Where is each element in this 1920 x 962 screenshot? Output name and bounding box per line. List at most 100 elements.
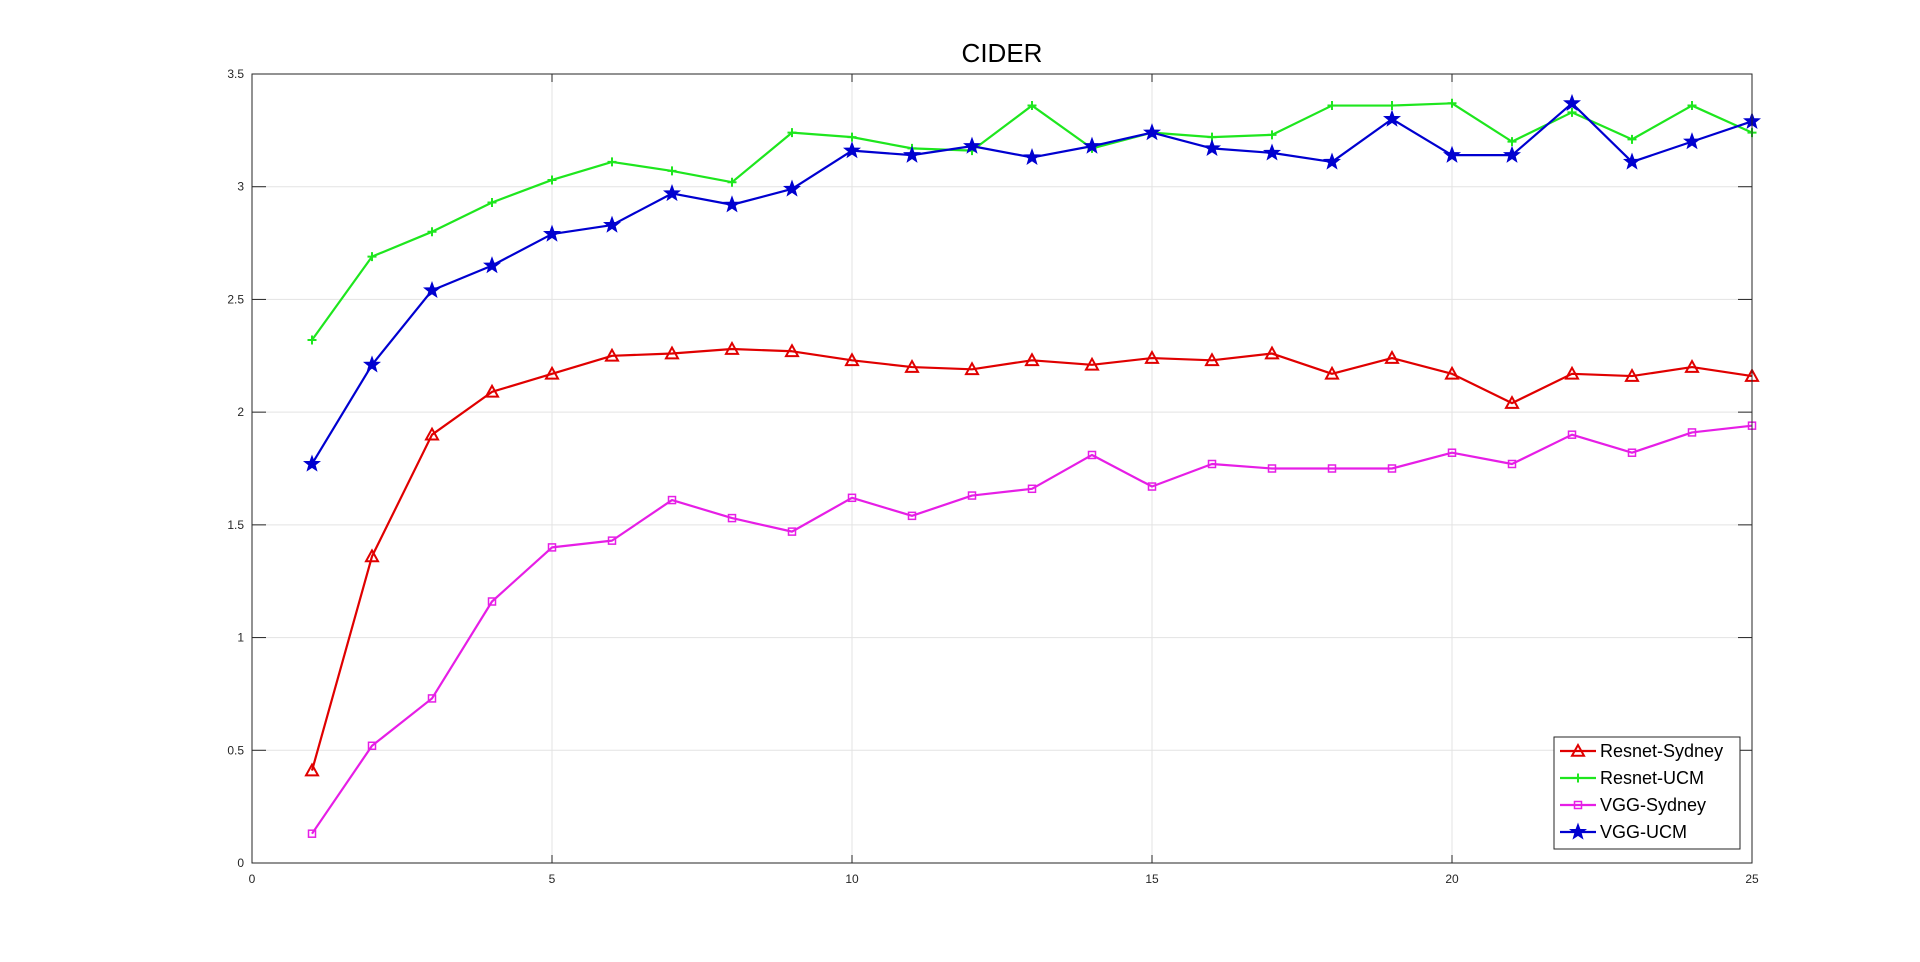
data-point (667, 495, 677, 505)
data-point (427, 227, 437, 237)
data-point (602, 215, 622, 233)
series-line (311, 424, 1753, 835)
chart-title: CIDER (962, 38, 1043, 68)
legend-label: VGG-UCM (1600, 822, 1687, 842)
data-point (1024, 352, 1040, 367)
data-point (607, 157, 617, 167)
data-point (722, 195, 742, 213)
data-point (544, 365, 560, 380)
data-point (902, 145, 922, 163)
data-point (1687, 101, 1697, 111)
x-tick-label: 20 (1445, 872, 1459, 886)
data-point (302, 454, 322, 472)
data-point (1324, 365, 1340, 380)
data-point (667, 166, 677, 176)
data-point (547, 175, 557, 185)
data-point (1144, 349, 1160, 364)
data-point (424, 426, 440, 441)
legend-item: Resnet-Sydney (1560, 741, 1723, 761)
series-vgg-ucm (302, 93, 1762, 472)
data-point (844, 352, 860, 367)
data-point (782, 179, 802, 197)
series-line (310, 347, 1753, 771)
data-point (1384, 349, 1400, 364)
data-point (1444, 365, 1460, 380)
data-point (422, 280, 442, 299)
data-point (664, 345, 680, 360)
data-point (967, 491, 977, 500)
data-point (1627, 134, 1637, 144)
data-point (487, 597, 497, 606)
data-point (1204, 352, 1220, 367)
legend-marker (1573, 773, 1583, 783)
data-point (1507, 459, 1517, 469)
data-point (907, 511, 917, 521)
data-point (727, 513, 737, 523)
legend-marker (1568, 822, 1588, 840)
legend-label: VGG-Sydney (1600, 795, 1706, 815)
data-point (1687, 428, 1697, 437)
tick-labels: 0 5 10 15 20 25 0 0.5 1 1.5 2 2.5 3 3.5 (227, 67, 1759, 886)
data-point (1027, 101, 1037, 111)
data-point (724, 340, 740, 355)
y-tick-label: 3 (237, 180, 244, 194)
data-point (1027, 484, 1037, 494)
data-point (367, 252, 377, 262)
data-point (1502, 145, 1522, 163)
series-vgg-sydney (307, 421, 1757, 838)
data-point (362, 355, 382, 373)
data-point (1267, 130, 1277, 140)
x-tick-label: 25 (1745, 872, 1759, 886)
data-point (364, 548, 380, 563)
plot-area (252, 74, 1752, 863)
data-point (1387, 101, 1397, 111)
y-tick-label: 2.5 (227, 292, 244, 306)
data-point (1082, 136, 1102, 154)
series-resnet-sydney (304, 340, 1760, 777)
x-tick-label: 5 (549, 872, 556, 886)
y-tick-label: 1 (237, 631, 244, 645)
data-point (842, 141, 862, 159)
data-point (964, 361, 980, 376)
data-point (1262, 143, 1282, 161)
data-point (1327, 101, 1337, 111)
x-tick-label: 10 (845, 872, 859, 886)
data-point (847, 493, 857, 503)
data-point (1624, 368, 1640, 382)
legend-item: VGG-UCM (1560, 822, 1687, 842)
data-point (547, 543, 557, 552)
y-tick-label: 2 (237, 405, 244, 419)
data-point (1564, 365, 1580, 380)
y-tick-label: 0.5 (227, 743, 244, 757)
data-point (1327, 464, 1337, 473)
legend-label: Resnet-Sydney (1600, 741, 1723, 761)
data-point (1567, 107, 1577, 117)
data-point (1382, 109, 1402, 127)
legend-item: VGG-Sydney (1560, 795, 1706, 815)
data-point (1387, 464, 1397, 473)
y-tick-label: 1.5 (227, 518, 244, 532)
data-point (847, 132, 857, 142)
data-point (1562, 93, 1582, 111)
data-point (1504, 395, 1520, 409)
data-point (1087, 450, 1097, 460)
data-point (542, 224, 562, 242)
data-point (787, 128, 797, 138)
data-point (1682, 132, 1702, 150)
plot-frame (251, 73, 1753, 864)
data-point (1267, 464, 1277, 473)
legend-marker (1570, 742, 1586, 757)
data-point (604, 347, 620, 362)
data-point (727, 177, 737, 187)
data-point (962, 136, 982, 154)
data-point (1447, 448, 1457, 457)
data-point (1322, 152, 1342, 170)
data-point (1084, 356, 1100, 371)
data-point (367, 741, 377, 751)
data-point (1627, 448, 1637, 457)
legend-marker (1573, 800, 1583, 810)
data-point (607, 536, 617, 545)
data-point (1202, 138, 1222, 157)
data-point (1622, 152, 1642, 170)
data-point (1567, 430, 1577, 439)
